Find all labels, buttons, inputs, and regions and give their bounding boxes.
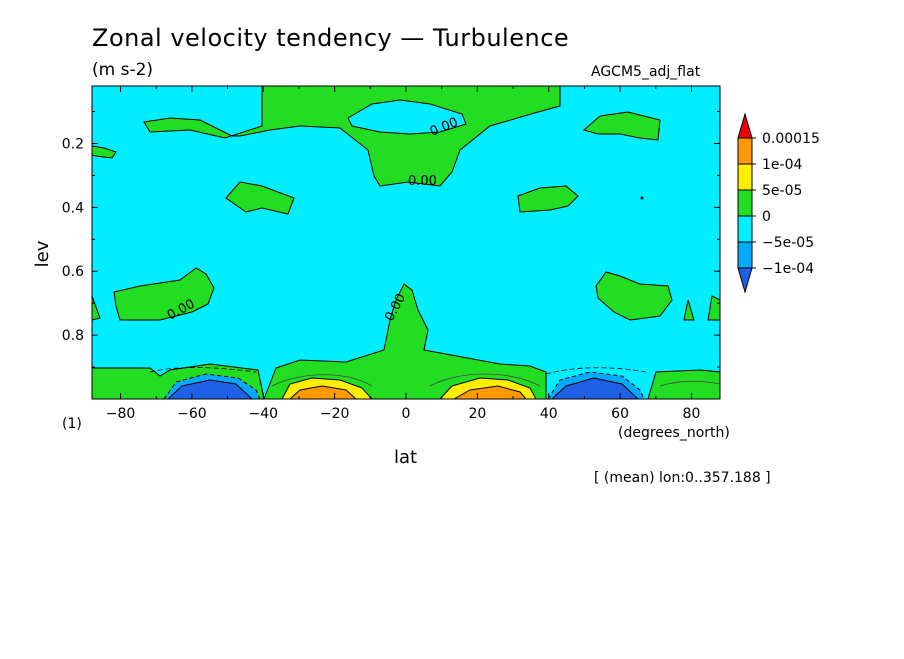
plot-area: 0.00 0.00 0.00 0.00 [91, 85, 721, 400]
y-tick-label: 0.4 [62, 200, 84, 216]
x-tick-label: 60 [611, 406, 629, 422]
nh-lower-patch [595, 271, 673, 321]
x-tick-label: 0 [402, 406, 411, 422]
x-axis: −80 −60 −40 −20 0 20 40 60 80 [106, 86, 701, 422]
colorbar-label: 5e-05 [762, 183, 802, 199]
colorbar-label: 0.00015 [762, 131, 820, 147]
nh-mid-patch [517, 185, 579, 213]
y-tick-label: 0.6 [62, 264, 84, 280]
contour-line [545, 367, 647, 375]
colorbar-swatch [737, 189, 753, 217]
page-index: (1) [62, 416, 82, 432]
x-tick-label: 80 [683, 406, 701, 422]
colorbar-swatch [737, 241, 753, 269]
contour-line [429, 373, 541, 387]
nh-bottom-positive [647, 369, 721, 400]
nh-upper-patch [582, 111, 661, 141]
y-tick-label: 0.2 [62, 136, 84, 152]
y-tick-label: 0.8 [62, 328, 84, 344]
x-axis-units: (degrees_north) [618, 425, 730, 441]
colorbar-swatch [737, 163, 753, 191]
y-axis: 0.2 0.4 0.6 0.8 [62, 111, 720, 368]
mean-note: [ (mean) lon:0..357.188 ] [594, 470, 771, 486]
x-tick-label: −80 [106, 406, 136, 422]
upper-positive-region [143, 85, 561, 187]
contour-label: 0.00 [408, 174, 437, 189]
colorbar-bottom-arrow [737, 267, 753, 294]
x-tick-label: −20 [320, 406, 350, 422]
colorbar-top-arrow [737, 112, 753, 139]
sh-mid-patch [225, 181, 295, 215]
contour-line [149, 367, 257, 373]
colorbar: 0.00015 1e-04 5e-05 0 −5e-05 −1e-04 [737, 112, 820, 294]
contour-line [659, 380, 721, 387]
x-tick-label: 20 [468, 406, 486, 422]
colorbar-label: −5e-05 [762, 235, 814, 251]
x-tick-label: −60 [177, 406, 207, 422]
sh-lower-patch [113, 267, 215, 321]
colorbar-swatch [737, 215, 753, 243]
right-edge-patch-a [683, 299, 695, 321]
equatorial-column [263, 283, 547, 400]
colorbar-label: 1e-04 [762, 157, 802, 173]
x-tick-label: −40 [248, 406, 278, 422]
chart-title: Zonal velocity tendency — Turbulence [92, 24, 569, 52]
colorbar-label: −1e-04 [762, 261, 814, 277]
upper-negative-pocket [347, 99, 467, 135]
contour-dot [640, 196, 644, 200]
y-axis-label: lev [32, 240, 53, 267]
dataset-label: AGCM5_adj_flat [591, 64, 701, 80]
x-tick-label: 40 [540, 406, 558, 422]
colorbar-swatch [737, 137, 753, 165]
chart-units: (m s-2) [92, 60, 153, 80]
x-axis-label: lat [394, 447, 417, 468]
colorbar-label: 0 [762, 209, 771, 225]
contour-line [271, 374, 373, 387]
